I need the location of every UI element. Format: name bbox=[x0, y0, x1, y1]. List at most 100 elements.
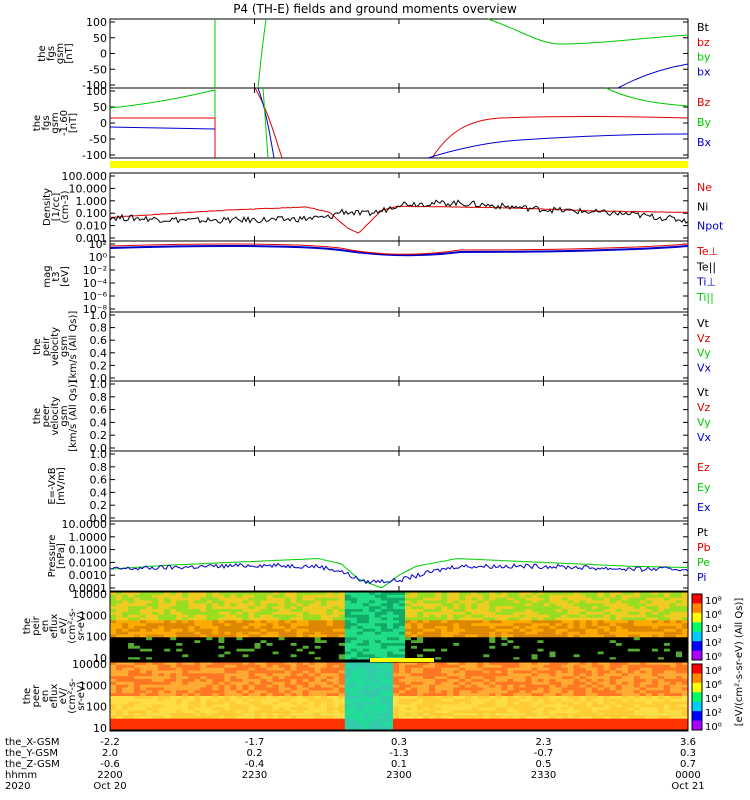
spectrogram-cell bbox=[651, 715, 659, 719]
spectrogram-cell bbox=[254, 617, 261, 621]
spectrogram-cell bbox=[615, 673, 623, 677]
spectrogram-cell bbox=[278, 600, 285, 604]
spectrogram-cell bbox=[531, 704, 538, 708]
spectrogram-cell bbox=[609, 664, 617, 668]
spectrogram-cell bbox=[188, 690, 195, 694]
spectrogram-cell bbox=[272, 681, 279, 685]
spectrogram-cell bbox=[417, 592, 424, 596]
spectrogram-cell bbox=[543, 628, 550, 632]
spectrogram-cell bbox=[567, 594, 574, 598]
spectrogram-cell bbox=[669, 592, 677, 596]
spectrogram-cell bbox=[284, 594, 291, 598]
spectrogram-cell bbox=[543, 623, 550, 627]
spectrogram-cell bbox=[429, 645, 436, 649]
spectrogram-cell bbox=[176, 634, 183, 638]
spectrogram-cell bbox=[260, 670, 267, 674]
spectrogram-cell bbox=[230, 637, 237, 641]
spectrogram-cell bbox=[495, 715, 502, 719]
spectrogram-cell bbox=[164, 628, 171, 632]
spectrogram-cell bbox=[513, 614, 520, 618]
spectrogram-cell bbox=[682, 662, 689, 666]
spectrogram-cell bbox=[621, 710, 629, 714]
spectrogram-cell bbox=[122, 645, 129, 649]
spectrogram-cell bbox=[284, 715, 291, 719]
spectrogram-cell bbox=[477, 628, 484, 632]
spectrogram-cell bbox=[116, 701, 123, 705]
spectrogram-cell bbox=[284, 631, 291, 635]
spectrogram-cell bbox=[290, 651, 297, 655]
spectrogram-cell bbox=[248, 679, 255, 683]
spectrogram-cell bbox=[236, 684, 243, 688]
spectrogram-cell bbox=[368, 704, 376, 708]
spectrogram-cell bbox=[164, 640, 171, 644]
spectrogram-cell bbox=[669, 724, 677, 728]
spectrogram-cell bbox=[380, 681, 388, 685]
spectrogram-cell bbox=[350, 701, 358, 705]
spectrogram-cell bbox=[194, 654, 201, 658]
spectrogram-cell bbox=[405, 603, 412, 607]
spectrogram-cell bbox=[278, 701, 285, 705]
spectrogram-cell bbox=[128, 628, 135, 632]
spectrogram-cell bbox=[483, 713, 490, 717]
spectrogram-cell bbox=[134, 628, 141, 632]
spectrogram-cell bbox=[254, 679, 261, 683]
spectrogram-cell bbox=[609, 634, 617, 638]
spectrogram-cell bbox=[621, 673, 629, 677]
spectrogram-cell bbox=[447, 673, 454, 677]
spectrogram-cell bbox=[573, 645, 580, 649]
spectrogram-cell bbox=[609, 631, 617, 635]
spectrogram-cell bbox=[308, 600, 316, 604]
spectrogram-cell bbox=[308, 670, 316, 674]
spectrogram-cell bbox=[537, 698, 544, 702]
spectrogram-cell bbox=[573, 676, 580, 680]
spectrogram-cell bbox=[465, 670, 472, 674]
spectrogram-cell bbox=[453, 667, 460, 671]
spectrogram-cell bbox=[326, 654, 334, 658]
spectrogram-cell bbox=[176, 698, 183, 702]
spectrogram-cell bbox=[326, 617, 334, 621]
spectrogram-cell bbox=[645, 698, 653, 702]
spectrogram-cell bbox=[164, 626, 171, 630]
spectrogram-cell bbox=[116, 609, 123, 613]
spectrogram-cell bbox=[441, 600, 448, 604]
spectrogram-cell bbox=[465, 645, 472, 649]
spectrogram-cell bbox=[272, 684, 279, 688]
spectrogram-cell bbox=[344, 594, 352, 598]
spectrogram-cell bbox=[525, 617, 532, 621]
spectrogram-cell bbox=[657, 673, 665, 677]
spectrogram-cell bbox=[621, 609, 629, 613]
spectrogram-cell bbox=[116, 698, 123, 702]
spectrogram-cell bbox=[567, 693, 574, 697]
spectrogram-cell bbox=[272, 634, 279, 638]
spectrogram-cell bbox=[248, 643, 255, 647]
spectrogram-cell bbox=[176, 727, 183, 731]
spectrogram-cell bbox=[417, 721, 424, 725]
spectrogram-cell bbox=[182, 676, 189, 680]
spectrogram-cell bbox=[459, 631, 466, 635]
spectrogram-cell bbox=[278, 640, 285, 644]
spectrogram-cell bbox=[380, 662, 388, 666]
spectrogram-cell bbox=[453, 718, 460, 722]
spectrogram-cell bbox=[242, 609, 249, 613]
spectrogram-cell bbox=[525, 707, 532, 711]
spectrogram-cell bbox=[519, 609, 526, 613]
spectrogram-cell bbox=[314, 710, 322, 714]
spectrogram-cell bbox=[206, 634, 213, 638]
spectrogram-cell bbox=[242, 673, 249, 677]
spectrogram-cell bbox=[676, 648, 683, 652]
spectrogram-cell bbox=[411, 687, 418, 691]
spectrogram-cell bbox=[543, 657, 550, 661]
spectrogram-cell bbox=[519, 657, 526, 661]
legend-Ez: Ez bbox=[697, 461, 710, 474]
spectrogram-cell bbox=[380, 701, 388, 705]
spectrogram-cell bbox=[393, 687, 400, 691]
spectrogram-cell bbox=[387, 664, 394, 668]
spectrogram-cell bbox=[507, 715, 514, 719]
spectrogram-cell bbox=[435, 710, 442, 714]
spectrogram-cell bbox=[501, 704, 508, 708]
spectrogram-cell bbox=[453, 664, 460, 668]
spectrogram-cell bbox=[429, 713, 436, 717]
spectrogram-cell bbox=[188, 609, 195, 613]
spectrogram-cell bbox=[326, 673, 334, 677]
spectrogram-cell bbox=[260, 684, 267, 688]
